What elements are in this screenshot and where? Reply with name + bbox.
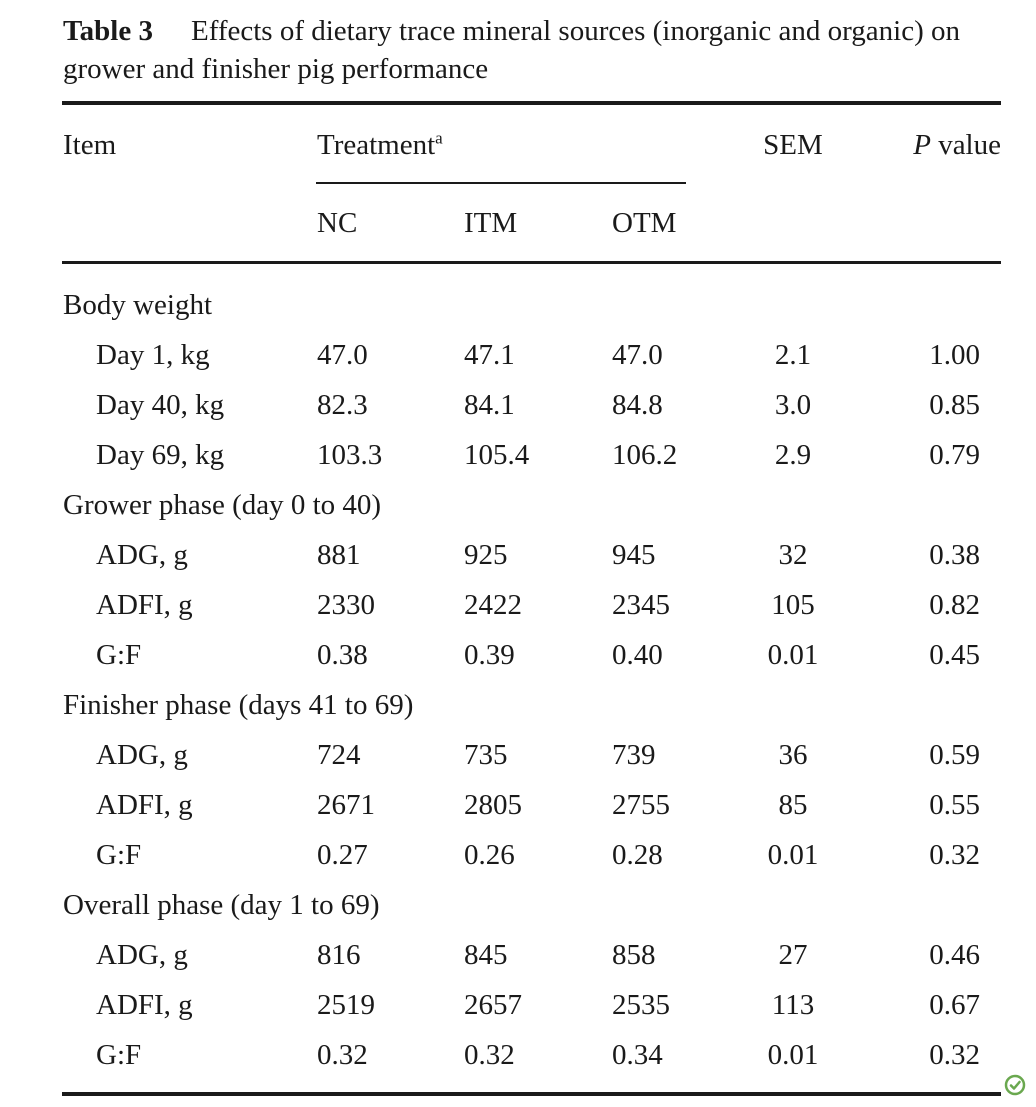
cell-sem: 2.1: [774, 339, 812, 371]
header-treatment-footnote: a: [435, 128, 443, 148]
cell-itm: 2422: [464, 589, 522, 621]
cell-sem: 85: [778, 789, 808, 821]
cell-p-value: 0.59: [929, 739, 980, 771]
table-caption-text: Effects of dietary trace mineral sources…: [63, 15, 960, 85]
cell-sem: 0.01: [767, 639, 819, 671]
cell-otm: 106.2: [612, 439, 678, 471]
header-sem: SEM: [763, 129, 823, 161]
header-nc: NC: [317, 207, 358, 239]
cell-p-value: 1.00: [929, 339, 980, 371]
cell-otm: 0.40: [612, 639, 663, 671]
section-heading: Grower phase (day 0 to 40): [63, 489, 382, 521]
top-rule: [62, 101, 1001, 105]
cell-p-value: 0.32: [929, 1039, 980, 1071]
cell-otm: 2535: [612, 989, 670, 1021]
header-treatment: Treatmenta: [317, 127, 443, 163]
cell-p-value: 0.55: [929, 789, 980, 821]
cell-otm: 84.8: [612, 389, 663, 421]
header-p-italic: P: [913, 129, 931, 161]
table-caption: Table 3 Effects of dietary trace mineral …: [63, 12, 1013, 88]
row-label: Day 40, kg: [96, 389, 225, 421]
section-heading: Body weight: [63, 289, 213, 321]
cell-p-value: 0.46: [929, 939, 980, 971]
cell-sem: 0.01: [767, 1039, 819, 1071]
table-label: Table 3: [63, 15, 153, 47]
cell-nc: 0.38: [317, 639, 368, 671]
cell-itm: 0.26: [464, 839, 515, 871]
header-p-value: P value: [860, 127, 1001, 163]
cell-otm: 945: [612, 539, 656, 571]
cell-itm: 0.39: [464, 639, 515, 671]
cell-p-value: 0.45: [929, 639, 980, 671]
cell-otm: 858: [612, 939, 656, 971]
cell-p-value: 0.79: [929, 439, 980, 471]
bottom-rule: [62, 1092, 1001, 1096]
cell-nc: 724: [317, 739, 361, 771]
header-itm: ITM: [464, 207, 518, 239]
cell-otm: 0.28: [612, 839, 663, 871]
cell-itm: 735: [464, 739, 508, 771]
cell-nc: 816: [317, 939, 361, 971]
cell-sem: 113: [771, 989, 815, 1021]
cell-sem: 36: [778, 739, 808, 771]
cell-itm: 84.1: [464, 389, 515, 421]
row-label: ADFI, g: [96, 789, 193, 821]
cell-itm: 47.1: [464, 339, 515, 371]
cell-nc: 82.3: [317, 389, 368, 421]
cell-itm: 0.32: [464, 1039, 515, 1071]
cell-sem: 105: [771, 589, 815, 621]
header-p-rest: value: [930, 129, 1001, 161]
row-label: G:F: [96, 1039, 142, 1071]
cell-sem: 0.01: [767, 839, 819, 871]
cell-itm: 845: [464, 939, 508, 971]
cell-sem: 2.9: [774, 439, 812, 471]
row-label: ADG, g: [96, 539, 188, 571]
cell-otm: 739: [612, 739, 656, 771]
cell-otm: 2755: [612, 789, 670, 821]
cell-sem: 3.0: [774, 389, 812, 421]
cell-otm: 47.0: [612, 339, 663, 371]
cell-nc: 881: [317, 539, 361, 571]
cell-p-value: 0.38: [929, 539, 980, 571]
cell-nc: 2330: [317, 589, 375, 621]
cell-nc: 0.32: [317, 1039, 368, 1071]
row-label: Day 1, kg: [96, 339, 210, 371]
cell-nc: 103.3: [317, 439, 383, 471]
cell-sem: 32: [778, 539, 808, 571]
cell-nc: 0.27: [317, 839, 368, 871]
row-label: G:F: [96, 639, 142, 671]
cell-p-value: 0.82: [929, 589, 980, 621]
springer-crossmark-icon[interactable]: [1004, 1074, 1026, 1096]
row-label: ADG, g: [96, 939, 188, 971]
header-bottom-rule: [62, 261, 1001, 264]
cell-itm: 105.4: [464, 439, 530, 471]
cell-p-value: 0.67: [929, 989, 980, 1021]
header-otm: OTM: [612, 207, 677, 239]
section-heading: Overall phase (day 1 to 69): [63, 889, 380, 921]
row-label: ADG, g: [96, 739, 188, 771]
row-label: ADFI, g: [96, 989, 193, 1021]
cell-itm: 2805: [464, 789, 522, 821]
cell-nc: 2671: [317, 789, 375, 821]
cell-p-value: 0.85: [929, 389, 980, 421]
treatment-rule: [316, 182, 686, 184]
cell-sem: 27: [778, 939, 808, 971]
section-heading: Finisher phase (days 41 to 69): [63, 689, 414, 721]
cell-otm: 0.34: [612, 1039, 663, 1071]
row-label: G:F: [96, 839, 142, 871]
cell-itm: 925: [464, 539, 508, 571]
header-treatment-label: Treatment: [317, 129, 436, 161]
cell-itm: 2657: [464, 989, 522, 1021]
cell-p-value: 0.32: [929, 839, 980, 871]
cell-nc: 2519: [317, 989, 375, 1021]
header-item: Item: [63, 129, 117, 161]
cell-otm: 2345: [612, 589, 670, 621]
row-label: ADFI, g: [96, 589, 193, 621]
cell-nc: 47.0: [317, 339, 368, 371]
row-label: Day 69, kg: [96, 439, 225, 471]
